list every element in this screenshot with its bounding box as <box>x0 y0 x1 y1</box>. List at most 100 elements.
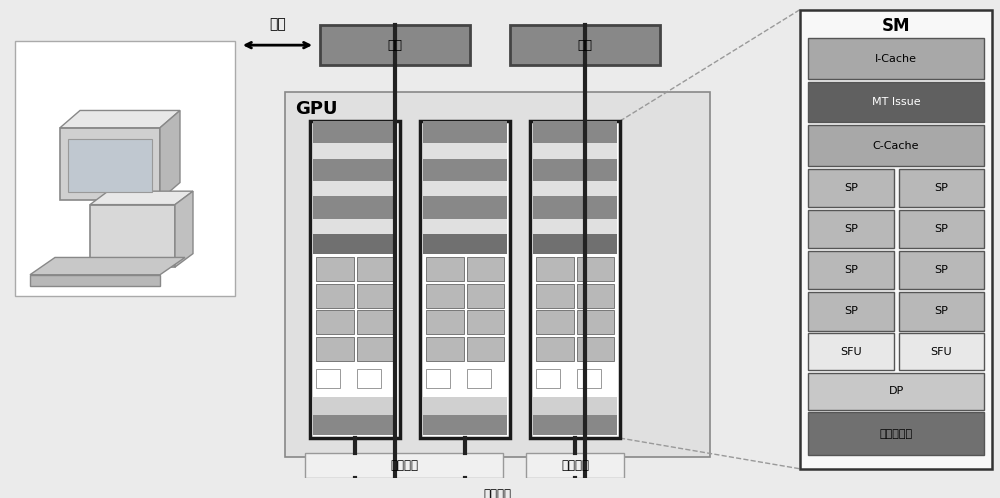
Bar <box>423 234 507 254</box>
Bar <box>423 121 507 143</box>
Text: SP: SP <box>934 306 948 316</box>
Bar <box>356 369 381 387</box>
Bar <box>423 219 507 234</box>
Bar <box>808 210 894 248</box>
FancyBboxPatch shape <box>293 481 702 498</box>
Bar <box>536 257 574 281</box>
Bar <box>576 337 614 361</box>
Bar <box>426 257 464 281</box>
Bar <box>15 41 235 296</box>
Bar <box>313 121 397 143</box>
Bar <box>466 369 491 387</box>
Bar <box>466 284 504 308</box>
Bar <box>313 219 397 234</box>
Bar <box>800 9 992 469</box>
Bar <box>305 454 503 479</box>
Bar <box>356 257 394 281</box>
Polygon shape <box>90 191 193 205</box>
Bar <box>898 210 984 248</box>
Bar <box>316 310 354 334</box>
Text: 数据: 数据 <box>269 18 286 32</box>
Bar <box>426 310 464 334</box>
Bar <box>316 284 354 308</box>
Bar <box>526 454 624 479</box>
Polygon shape <box>175 191 193 267</box>
Bar <box>313 414 397 435</box>
Bar <box>313 234 397 254</box>
Text: SP: SP <box>934 183 948 193</box>
Bar <box>426 369 450 387</box>
Bar <box>90 205 175 267</box>
Bar <box>423 143 507 159</box>
Bar <box>576 369 601 387</box>
Bar <box>313 397 397 416</box>
Bar <box>576 284 614 308</box>
Bar <box>533 397 617 416</box>
Bar <box>536 310 574 334</box>
Polygon shape <box>60 111 180 128</box>
Bar <box>68 139 152 192</box>
Bar <box>536 369 560 387</box>
Bar <box>808 251 894 289</box>
Bar <box>808 38 984 79</box>
Text: SP: SP <box>844 306 858 316</box>
Bar <box>808 373 984 409</box>
Bar <box>423 397 507 416</box>
Bar <box>898 169 984 207</box>
Bar <box>576 257 614 281</box>
Text: 共享存储器: 共享存储器 <box>879 429 913 439</box>
Bar <box>60 128 160 200</box>
Bar <box>313 143 397 159</box>
Bar <box>533 159 617 181</box>
Bar <box>533 181 617 196</box>
Bar <box>316 257 354 281</box>
Bar <box>320 25 470 65</box>
Text: 纹理结构: 纹理结构 <box>390 460 418 473</box>
Polygon shape <box>160 111 180 200</box>
Text: SP: SP <box>844 224 858 234</box>
Bar <box>808 169 894 207</box>
Bar <box>533 414 617 435</box>
Bar <box>808 292 894 331</box>
Bar <box>533 121 617 143</box>
Text: GPU: GPU <box>295 100 338 118</box>
Text: C-Cache: C-Cache <box>873 140 919 150</box>
Bar <box>530 121 620 438</box>
Bar <box>313 196 397 219</box>
Bar <box>536 284 574 308</box>
Text: SFU: SFU <box>930 347 952 357</box>
Bar <box>316 337 354 361</box>
Bar <box>808 412 984 455</box>
Text: SFU: SFU <box>840 347 862 357</box>
Bar <box>808 334 894 370</box>
Text: 显存: 显存 <box>388 39 402 52</box>
Bar <box>356 337 394 361</box>
Text: SM: SM <box>882 17 910 35</box>
Bar <box>898 292 984 331</box>
Text: SP: SP <box>844 183 858 193</box>
Text: 显存: 显存 <box>578 39 592 52</box>
Text: 互联网络: 互联网络 <box>484 488 512 498</box>
Bar <box>536 337 574 361</box>
Bar <box>285 92 710 457</box>
Bar <box>533 234 617 254</box>
Bar <box>423 196 507 219</box>
Polygon shape <box>30 257 185 275</box>
Bar <box>313 159 397 181</box>
Text: DP: DP <box>888 386 904 396</box>
Bar <box>316 369 340 387</box>
Polygon shape <box>30 275 160 286</box>
Bar <box>356 284 394 308</box>
Bar <box>466 310 504 334</box>
Text: SP: SP <box>844 265 858 275</box>
Bar <box>533 196 617 219</box>
Bar <box>420 121 510 438</box>
Bar <box>808 82 984 123</box>
Bar <box>510 25 660 65</box>
Text: 纹理结构: 纹理结构 <box>561 460 589 473</box>
Bar <box>310 121 400 438</box>
Bar <box>423 414 507 435</box>
Bar <box>533 143 617 159</box>
Bar <box>898 334 984 370</box>
Bar <box>426 284 464 308</box>
